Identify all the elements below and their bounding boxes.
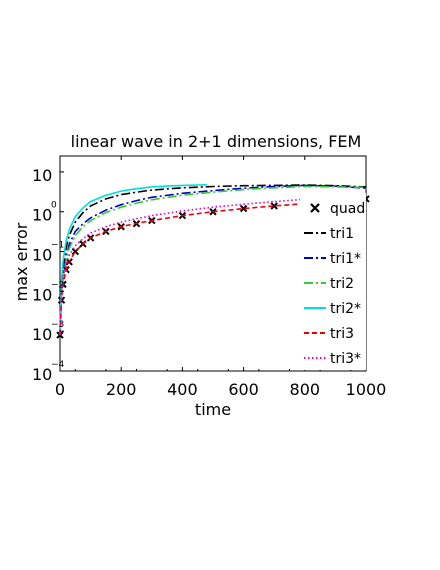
y-tick-exponent: −3 bbox=[51, 320, 64, 330]
legend-item-quad: quad bbox=[310, 201, 365, 217]
y-tick-base: 10 bbox=[32, 206, 52, 225]
y-tick-label: 10 bbox=[32, 166, 52, 185]
legend-item-tri2: tri2 bbox=[304, 276, 354, 292]
y-tick-label: 100 bbox=[32, 201, 57, 225]
x-tick-label: 200 bbox=[106, 380, 137, 399]
legend-item-tri1-star: tri1* bbox=[304, 251, 361, 267]
y-tick-base: 10 bbox=[32, 166, 52, 185]
y-tick-label: 10−1 bbox=[32, 241, 64, 265]
series-line-tri3-star bbox=[59, 195, 367, 336]
y-tick-exponent: −4 bbox=[51, 360, 65, 370]
legend: quad tri1 tri1* tri2 tri2* tri3 tri3* bbox=[300, 193, 366, 370]
chart-title: linear wave in 2+1 dimensions, FEM bbox=[71, 132, 362, 151]
y-tick-exponent: −1 bbox=[51, 241, 64, 251]
legend-label: tri1* bbox=[330, 251, 361, 267]
legend-item-tri2-star: tri2* bbox=[304, 301, 361, 317]
legend-label: tri2* bbox=[330, 301, 361, 317]
series-layer bbox=[56, 184, 370, 339]
y-tick-base: 10 bbox=[32, 365, 52, 384]
legend-label: tri2 bbox=[330, 276, 354, 292]
legend-item-tri3-star: tri3* bbox=[304, 351, 361, 367]
series-line-tri1 bbox=[59, 184, 367, 336]
y-tick-exponent: 0 bbox=[51, 201, 57, 211]
y-tick-label: 10−2 bbox=[32, 280, 64, 304]
y-tick-base: 10 bbox=[32, 285, 52, 304]
series-line-tri3 bbox=[59, 198, 367, 336]
legend-label: tri3* bbox=[330, 351, 361, 367]
legend-item-tri3: tri3 bbox=[304, 326, 354, 342]
x-tick-label: 0 bbox=[55, 380, 65, 399]
y-axis-label: max error bbox=[12, 222, 31, 301]
legend-marker bbox=[310, 203, 320, 213]
legend-label: quad bbox=[330, 201, 365, 217]
y-tick-base: 10 bbox=[32, 325, 52, 344]
x-axis-label: time bbox=[195, 400, 231, 419]
y-tick-label: 10−3 bbox=[32, 320, 64, 344]
point-quad bbox=[56, 331, 64, 339]
y-tick-base: 10 bbox=[32, 246, 52, 265]
series-line-tri1-star bbox=[59, 184, 367, 336]
legend-box bbox=[300, 193, 366, 370]
point-quad bbox=[270, 202, 278, 210]
x-tick-label: 600 bbox=[228, 380, 259, 399]
y-tick-label: 10−4 bbox=[32, 360, 65, 384]
y-tick-exponent: −2 bbox=[51, 280, 64, 290]
x-tick-label: 800 bbox=[290, 380, 321, 399]
legend-item-tri1: tri1 bbox=[304, 226, 354, 242]
series-line-tri2-star bbox=[59, 184, 207, 336]
legend-label: tri3 bbox=[330, 326, 354, 342]
x-tick-label: 1000 bbox=[346, 380, 387, 399]
series-line-tri2 bbox=[59, 185, 367, 336]
x-tick-label: 400 bbox=[167, 380, 198, 399]
point-quad bbox=[239, 204, 248, 213]
legend-label: tri1 bbox=[330, 226, 354, 242]
